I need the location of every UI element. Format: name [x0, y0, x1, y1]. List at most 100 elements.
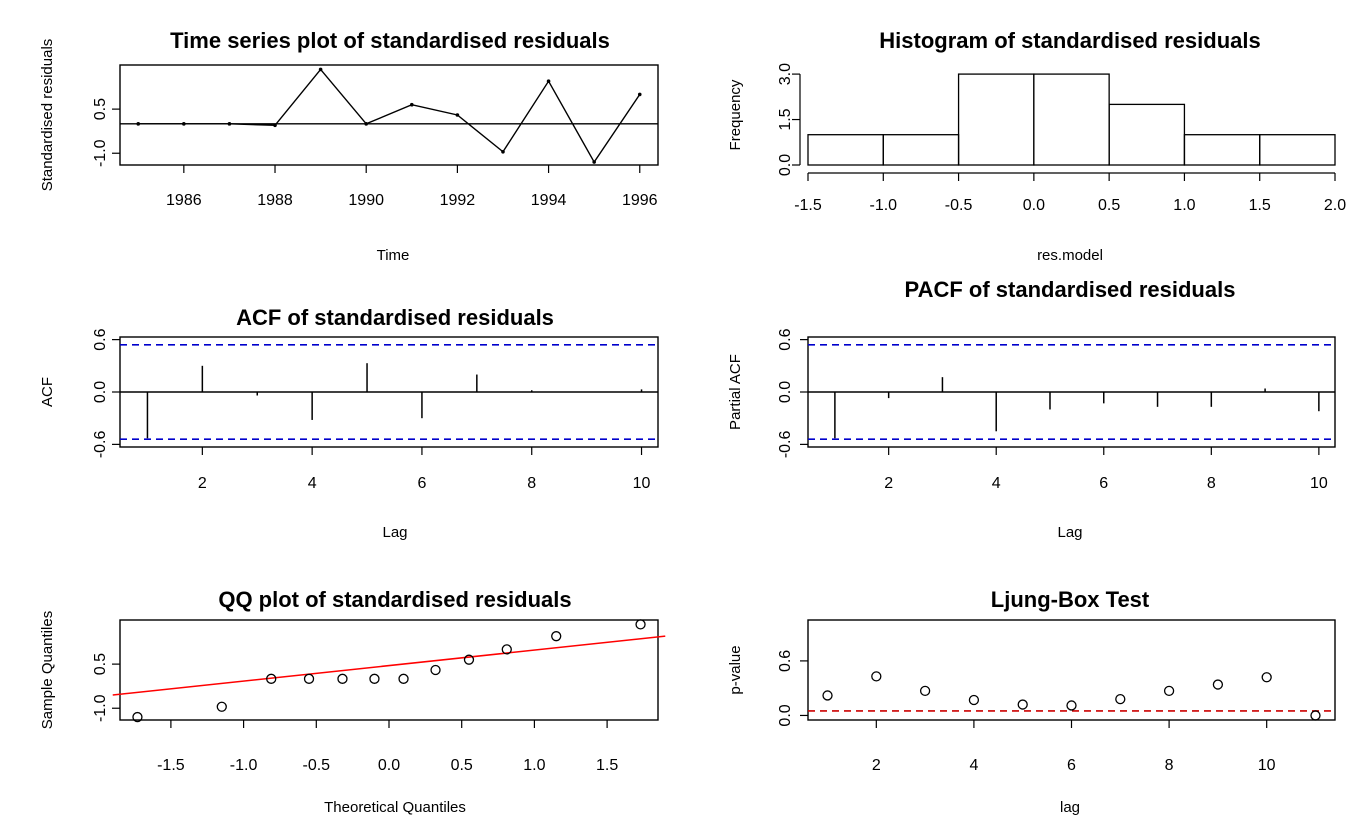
- qq-point: [551, 631, 562, 642]
- y-tick-label: 0.0: [777, 154, 794, 176]
- qq-point: [303, 673, 315, 684]
- histogram-bar: [1033, 73, 1110, 166]
- x-tick-label: -1.5: [794, 197, 822, 214]
- x-tick-label: -0.5: [303, 757, 331, 774]
- qq-point: [430, 664, 441, 676]
- x-tick-label: -1.0: [869, 197, 897, 214]
- p-value-point: [822, 690, 833, 701]
- y-tick-label: 0.5: [92, 653, 109, 675]
- p-value-point: [1017, 699, 1028, 710]
- y-tick-label: 0.0: [777, 704, 794, 726]
- y-axis-label: Partial ACF: [727, 354, 744, 430]
- y-tick-label: -0.6: [92, 430, 109, 458]
- x-tick-label: 6: [1067, 757, 1076, 774]
- qq-point: [501, 644, 512, 655]
- x-tick-label: 8: [527, 475, 536, 492]
- y-tick-label: -0.6: [777, 430, 794, 458]
- data-point: [273, 123, 277, 128]
- y-tick-label: 0.6: [777, 328, 794, 350]
- x-axis-label: res.model: [1037, 247, 1103, 264]
- x-tick-label: -0.5: [945, 197, 973, 214]
- p-value-point: [871, 671, 882, 682]
- x-tick-label: 1994: [531, 192, 567, 209]
- y-tick-label: 3.0: [777, 63, 794, 85]
- y-tick-label: 0.6: [777, 650, 794, 672]
- histogram-bar: [1183, 134, 1261, 166]
- y-tick-label: 0.0: [92, 381, 109, 403]
- panel-5: QQ plot of standardised residuals Theoret…: [39, 587, 666, 816]
- data-point: [318, 67, 323, 72]
- qq-point: [266, 673, 277, 684]
- x-tick-label: 0.5: [451, 757, 473, 774]
- y-axis-label: p-value: [727, 645, 744, 694]
- histogram-bar: [882, 134, 960, 166]
- x-tick-label: 1990: [348, 192, 384, 209]
- y-tick-label: 0.0: [777, 381, 794, 403]
- x-tick-label: 1986: [166, 192, 202, 209]
- x-tick-label: -1.0: [230, 757, 258, 774]
- plot-frame: [119, 64, 659, 166]
- qq-reference-line: [112, 635, 666, 696]
- x-axis-label: Theoretical Quantiles: [324, 799, 466, 816]
- p-value-point: [1163, 685, 1175, 697]
- x-tick-label: 1.5: [596, 757, 618, 774]
- x-tick-label: 8: [1207, 475, 1216, 492]
- data-point: [637, 92, 642, 97]
- x-tick-label: 2: [884, 475, 893, 492]
- chart-title: ACF of standardised residuals: [236, 305, 554, 330]
- x-tick-label: 0.5: [1098, 197, 1120, 214]
- data-point: [409, 102, 414, 107]
- y-tick-label: -1.0: [92, 694, 109, 722]
- y-tick-label: 0.6: [92, 328, 109, 350]
- data-point: [227, 122, 232, 126]
- panel-2: Histogram of standardised residuals res.m…: [727, 28, 1346, 264]
- qq-point: [216, 701, 227, 712]
- x-tick-label: 10: [633, 475, 651, 492]
- panel-1: Time series plot of standardised residua…: [39, 28, 659, 264]
- data-point: [546, 79, 551, 83]
- y-tick-label: 1.5: [777, 108, 794, 130]
- y-axis-label: Frequency: [727, 79, 744, 150]
- qq-point: [369, 673, 380, 684]
- x-tick-label: 6: [1099, 475, 1108, 492]
- x-axis-label: Lag: [1057, 524, 1082, 541]
- histogram-bar: [1108, 103, 1186, 166]
- y-tick-label: -1.0: [92, 139, 109, 167]
- chart-title: Histogram of standardised residuals: [879, 28, 1260, 53]
- chart-title: QQ plot of standardised residuals: [218, 587, 571, 612]
- x-tick-label: 4: [992, 475, 1001, 492]
- data-point: [592, 160, 596, 164]
- x-tick-label: 6: [417, 475, 426, 492]
- p-value-point: [968, 694, 980, 706]
- panel-3: ACF of standardised residuals Lag ACF 2 4 6 8 1…: [39, 305, 659, 541]
- data-point: [455, 113, 460, 117]
- x-tick-label: 1996: [622, 192, 658, 209]
- p-value-point: [1261, 672, 1272, 683]
- qq-point: [398, 673, 409, 684]
- x-axis-label: lag: [1060, 799, 1080, 816]
- y-axis-label: Sample Quantiles: [39, 611, 56, 729]
- x-tick-label: 0.0: [1023, 197, 1045, 214]
- x-tick-label: 4: [969, 757, 978, 774]
- x-tick-label: 2: [198, 475, 207, 492]
- histogram-bar: [807, 134, 884, 166]
- p-value-point: [1066, 700, 1077, 711]
- histogram-bar: [957, 73, 1035, 166]
- x-axis-label: Lag: [382, 524, 407, 541]
- data-point: [501, 149, 505, 154]
- y-tick-label: 0.5: [92, 98, 109, 120]
- y-axis-label: Standardised residuals: [39, 39, 56, 192]
- x-axis-label: Time: [377, 247, 410, 264]
- p-value-point: [1115, 693, 1126, 705]
- series-line: [138, 68, 641, 164]
- x-tick-label: 4: [308, 475, 317, 492]
- x-tick-label: -1.5: [157, 757, 185, 774]
- p-value-point: [1310, 710, 1321, 721]
- x-tick-label: 1.0: [1173, 197, 1195, 214]
- chart-title: Ljung-Box Test: [991, 587, 1150, 612]
- qq-point: [337, 673, 348, 684]
- x-tick-label: 2.0: [1324, 197, 1346, 214]
- data-point: [182, 122, 186, 126]
- x-tick-label: 0.0: [378, 757, 400, 774]
